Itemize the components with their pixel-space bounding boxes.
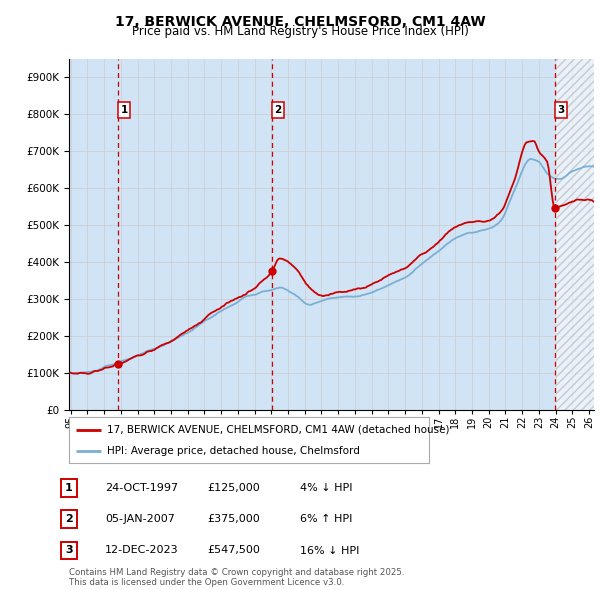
- Text: 3: 3: [557, 105, 565, 115]
- Text: £125,000: £125,000: [207, 483, 260, 493]
- Text: 1: 1: [121, 105, 128, 115]
- Text: Price paid vs. HM Land Registry's House Price Index (HPI): Price paid vs. HM Land Registry's House …: [131, 25, 469, 38]
- Text: £547,500: £547,500: [207, 546, 260, 555]
- Text: 12-DEC-2023: 12-DEC-2023: [105, 546, 179, 555]
- Text: 17, BERWICK AVENUE, CHELMSFORD, CM1 4AW (detached house): 17, BERWICK AVENUE, CHELMSFORD, CM1 4AW …: [107, 425, 449, 435]
- Text: 17, BERWICK AVENUE, CHELMSFORD, CM1 4AW: 17, BERWICK AVENUE, CHELMSFORD, CM1 4AW: [115, 15, 485, 29]
- Text: 6% ↑ HPI: 6% ↑ HPI: [300, 514, 352, 524]
- Text: 16% ↓ HPI: 16% ↓ HPI: [300, 546, 359, 555]
- Text: 3: 3: [65, 546, 73, 555]
- Bar: [556, 59, 600, 410]
- Text: 2: 2: [65, 514, 73, 524]
- Text: 1: 1: [65, 483, 73, 493]
- Text: 4% ↓ HPI: 4% ↓ HPI: [300, 483, 353, 493]
- Text: 2: 2: [274, 105, 282, 115]
- Text: 24-OCT-1997: 24-OCT-1997: [105, 483, 178, 493]
- Text: Contains HM Land Registry data © Crown copyright and database right 2025.
This d: Contains HM Land Registry data © Crown c…: [69, 568, 404, 587]
- Text: HPI: Average price, detached house, Chelmsford: HPI: Average price, detached house, Chel…: [107, 445, 359, 455]
- Text: 05-JAN-2007: 05-JAN-2007: [105, 514, 175, 524]
- Text: £375,000: £375,000: [207, 514, 260, 524]
